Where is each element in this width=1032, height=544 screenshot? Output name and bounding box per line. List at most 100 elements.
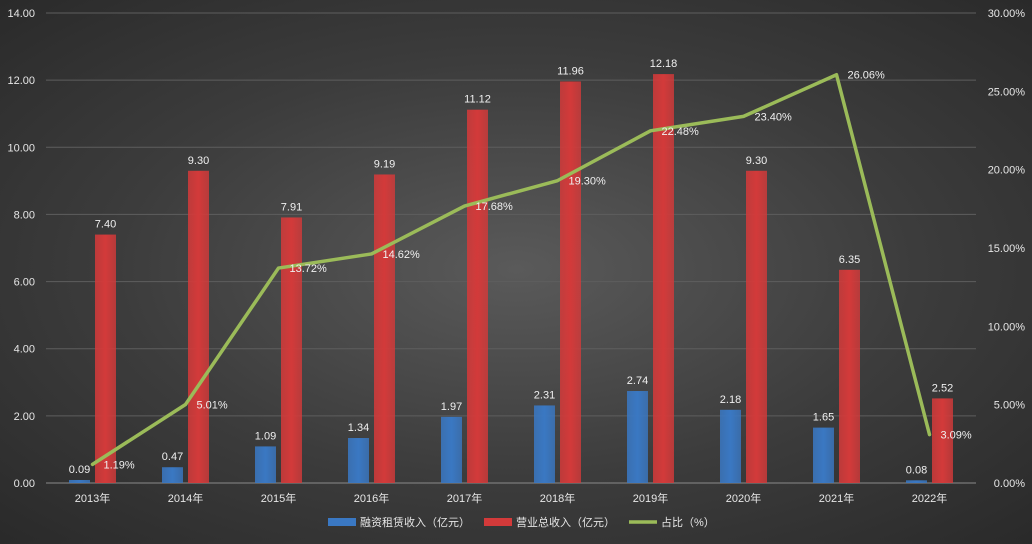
bar-data-label: 6.35: [839, 254, 860, 266]
x-tick-label: 2017年: [447, 491, 482, 505]
bar-leasing-income: [627, 391, 648, 483]
bar-data-label: 1.97: [441, 401, 462, 413]
bar-data-label: 0.47: [162, 451, 183, 463]
bar-data-label: 12.18: [650, 58, 678, 70]
bar-data-label: 1.09: [255, 430, 276, 442]
bar-leasing-income: [441, 416, 462, 483]
y-left-tick-label: 6.00: [14, 277, 35, 289]
bar-total-revenue: [839, 269, 860, 483]
y-axis-left: 0.00 2.00 4.00 6.00 8.00 10.00 12.00 14.00: [7, 8, 35, 490]
x-tick-label: 2019年: [633, 491, 668, 505]
x-tick-label: 2022年: [912, 491, 947, 505]
bar-total-revenue: [281, 217, 302, 483]
bar-data-label: 7.91: [281, 201, 302, 213]
bar-data-label: 2.18: [720, 394, 741, 406]
y-left-tick-label: 8.00: [14, 209, 35, 221]
y-right-tick-label: 10.00%: [988, 321, 1026, 333]
bar-data-label: 9.30: [188, 155, 209, 167]
bar-data-label: 11.96: [557, 65, 584, 77]
x-tick-label: 2018年: [540, 491, 575, 505]
line-data-label: 26.06%: [848, 70, 886, 82]
line-data-label: 3.09%: [941, 430, 972, 442]
bar-total-revenue: [467, 109, 488, 483]
bar-data-label: 0.08: [906, 464, 927, 476]
y-right-tick-label: 5.00%: [994, 400, 1025, 412]
ratio-point: [463, 204, 466, 208]
bar-data-label: 0.09: [69, 464, 90, 476]
bar-leasing-income: [348, 438, 369, 483]
line-data-label: 5.01%: [197, 400, 228, 412]
bar-total-revenue: [95, 234, 116, 483]
bar-leasing-income: [69, 479, 90, 483]
gridlines: [46, 12, 976, 484]
bar-data-label: 2.52: [932, 382, 953, 394]
bar-leasing-income: [534, 405, 555, 483]
ratio-point: [742, 114, 745, 118]
x-axis: 2013年 2014年 2015年 2016年 2017年 2018年 2019年 2020年…: [75, 491, 947, 505]
legend-label: 营业总收入（亿元）: [516, 515, 615, 529]
line-data-label: 23.40%: [755, 111, 793, 123]
y-left-tick-label: 12.00: [7, 75, 35, 87]
bar-data-label: 1.65: [813, 412, 834, 424]
bar-leasing-income: [162, 467, 183, 483]
x-tick-label: 2020年: [726, 491, 761, 505]
x-tick-label: 2015年: [261, 491, 296, 505]
bar-total-revenue: [653, 74, 674, 483]
ratio-point: [91, 462, 94, 466]
bar-data-label: 2.74: [627, 375, 648, 387]
y-right-tick-label: 30.00%: [988, 8, 1026, 20]
line-data-label: 22.48%: [662, 126, 700, 138]
ratio-polyline: [90, 72, 932, 467]
ratio-point: [835, 73, 838, 77]
bar-data-label: 9.30: [746, 155, 767, 167]
x-tick-label: 2013年: [75, 491, 110, 505]
data-labels: 0.09 0.47 1.09 1.34 1.97 2.31 2.74 2.18 1.65 0.08…: [69, 58, 972, 476]
x-tick-label: 2014年: [168, 491, 203, 505]
legend: 融资租赁收入（亿元） 营业总收入（亿元） 占比（%）: [328, 515, 715, 529]
y-right-tick-label: 20.00%: [988, 165, 1026, 177]
y-left-tick-label: 0.00: [14, 478, 35, 490]
bar-total-revenue: [188, 170, 209, 484]
y-left-tick-label: 14.00: [7, 8, 35, 20]
bar-leasing-income: [813, 427, 834, 483]
ratio-point: [556, 179, 559, 183]
y-left-tick-label: 10.00: [7, 142, 35, 154]
legend-label: 融资租赁收入（亿元）: [360, 515, 470, 529]
ratio-point: [277, 266, 280, 270]
y-left-tick-label: 2.00: [14, 411, 35, 423]
x-tick-label: 2016年: [354, 491, 389, 505]
ratio-point: [370, 252, 373, 256]
y-right-tick-label: 25.00%: [988, 86, 1026, 98]
bar-data-label: 9.19: [374, 158, 395, 170]
y-right-tick-label: 15.00%: [988, 243, 1026, 255]
legend-swatch: [328, 518, 356, 526]
bar-data-label: 1.34: [348, 422, 369, 434]
line-data-label: 13.72%: [290, 263, 328, 275]
bar-data-label: 2.31: [534, 389, 555, 401]
y-left-tick-label: 4.00: [14, 344, 35, 356]
bar-data-label: 7.40: [95, 219, 116, 231]
legend-swatch: [484, 518, 512, 526]
bar-total-revenue: [746, 170, 767, 484]
bar-leasing-income: [906, 480, 927, 483]
bar-total-revenue: [560, 81, 581, 483]
bar-leasing-income: [255, 446, 276, 483]
line-data-label: 14.62%: [383, 249, 421, 261]
line-data-label: 17.68%: [476, 201, 514, 213]
ratio-point: [649, 129, 652, 133]
line-data-label: 19.30%: [569, 176, 607, 188]
bar-total-revenue: [932, 398, 953, 483]
bar-total-revenue: [374, 174, 395, 483]
x-tick-label: 2021年: [819, 491, 854, 505]
bar-leasing-income: [720, 409, 741, 483]
ratio-line: [90, 72, 932, 467]
bar-data-label: 11.12: [464, 94, 491, 106]
y-right-tick-label: 0.00%: [994, 478, 1025, 490]
legend-label: 占比（%）: [661, 515, 715, 529]
ratio-point: [184, 403, 187, 407]
y-axis-right: 0.00% 5.00% 10.00% 15.00% 20.00% 25.00% 30.00%: [988, 8, 1026, 490]
line-data-label: 1.19%: [104, 459, 135, 471]
ratio-point: [928, 433, 931, 437]
